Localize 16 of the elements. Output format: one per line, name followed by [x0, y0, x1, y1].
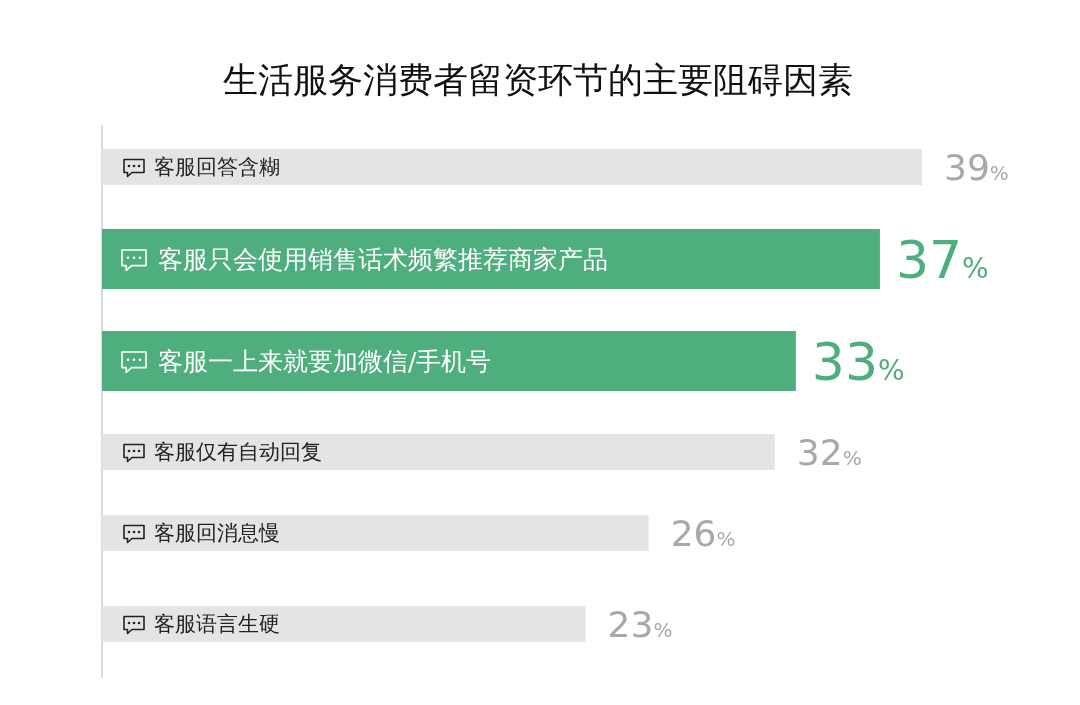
- chart-title: 生活服务消费者留资环节的主要阻碍因素: [223, 60, 853, 100]
- bar: [102, 515, 649, 551]
- y-tick-label: 客服回答含糊: [154, 155, 280, 179]
- bar: [102, 149, 922, 185]
- y-tick-label: 客服只会使用销售话术频繁推荐商家产品: [158, 245, 608, 274]
- data-label: 32%: [796, 432, 862, 473]
- data-label: 37%: [895, 230, 989, 290]
- data-label: 26%: [670, 513, 736, 554]
- y-tick-label: 客服仅有自动回复: [154, 440, 322, 464]
- data-label: 33%: [811, 332, 905, 392]
- y-tick-label: 客服一上来就要加微信/手机号: [158, 347, 492, 376]
- y-tick-label: 客服语言生硬: [154, 612, 280, 636]
- data-label: 39%: [944, 147, 1009, 188]
- y-tick-label: 客服回消息慢: [154, 521, 280, 545]
- data-label: 23%: [607, 604, 673, 645]
- bar: [102, 606, 586, 642]
